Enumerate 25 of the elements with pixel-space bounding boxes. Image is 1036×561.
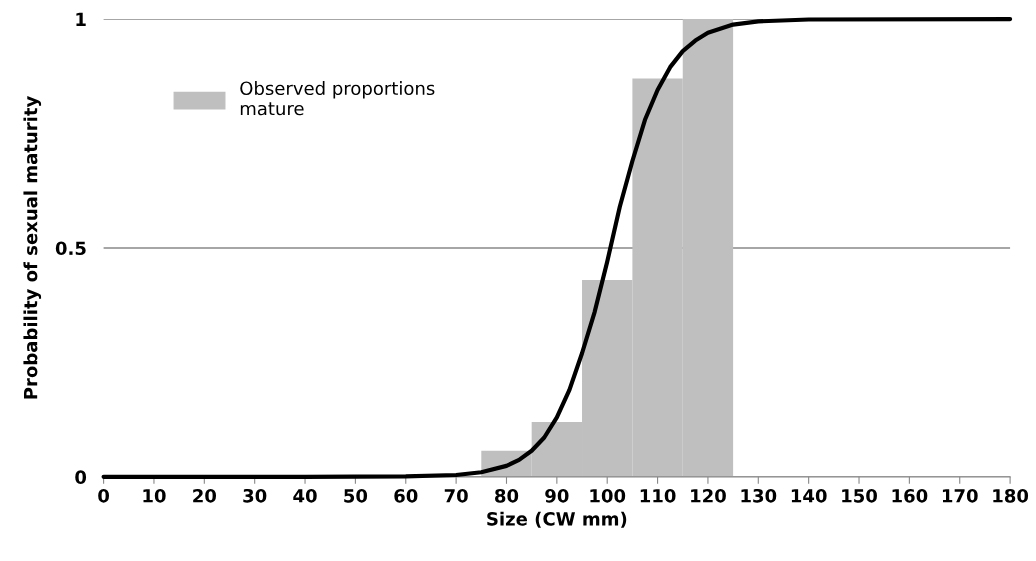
x-tick-label: 60 <box>394 488 418 503</box>
x-tick-label: 50 <box>344 488 368 503</box>
x-tick-label: 140 <box>791 488 827 503</box>
x-tick-label: 170 <box>942 488 978 503</box>
x-tick-label: 10 <box>143 488 166 503</box>
x-tick-label: 30 <box>243 488 267 503</box>
x-tick-label: 110 <box>640 488 676 503</box>
y-tick-label: 0 <box>75 470 87 484</box>
y-axis-title: Probability of sexual maturity <box>23 96 42 399</box>
x-tick-label: 130 <box>741 488 777 503</box>
x-tick-label: 160 <box>892 488 928 503</box>
x-axis-title: Size (CW mm) <box>487 511 627 528</box>
y-tick-label: 0.5 <box>55 241 86 256</box>
x-tick-label: 150 <box>842 488 877 503</box>
x-tick-label: 0 <box>98 488 110 503</box>
y-tick-label: 1 <box>76 12 86 26</box>
x-tick-label: 180 <box>993 488 1029 503</box>
x-tick-label: 90 <box>545 488 569 503</box>
legend-label: Observed proportions mature <box>240 81 435 116</box>
x-tick-label: 80 <box>495 488 519 503</box>
x-tick-label: 70 <box>444 488 468 503</box>
x-tick-label: 20 <box>193 488 217 503</box>
x-tick-label: 100 <box>590 488 626 503</box>
x-tick-label: 120 <box>691 488 726 503</box>
x-tick-label: 40 <box>293 488 317 503</box>
